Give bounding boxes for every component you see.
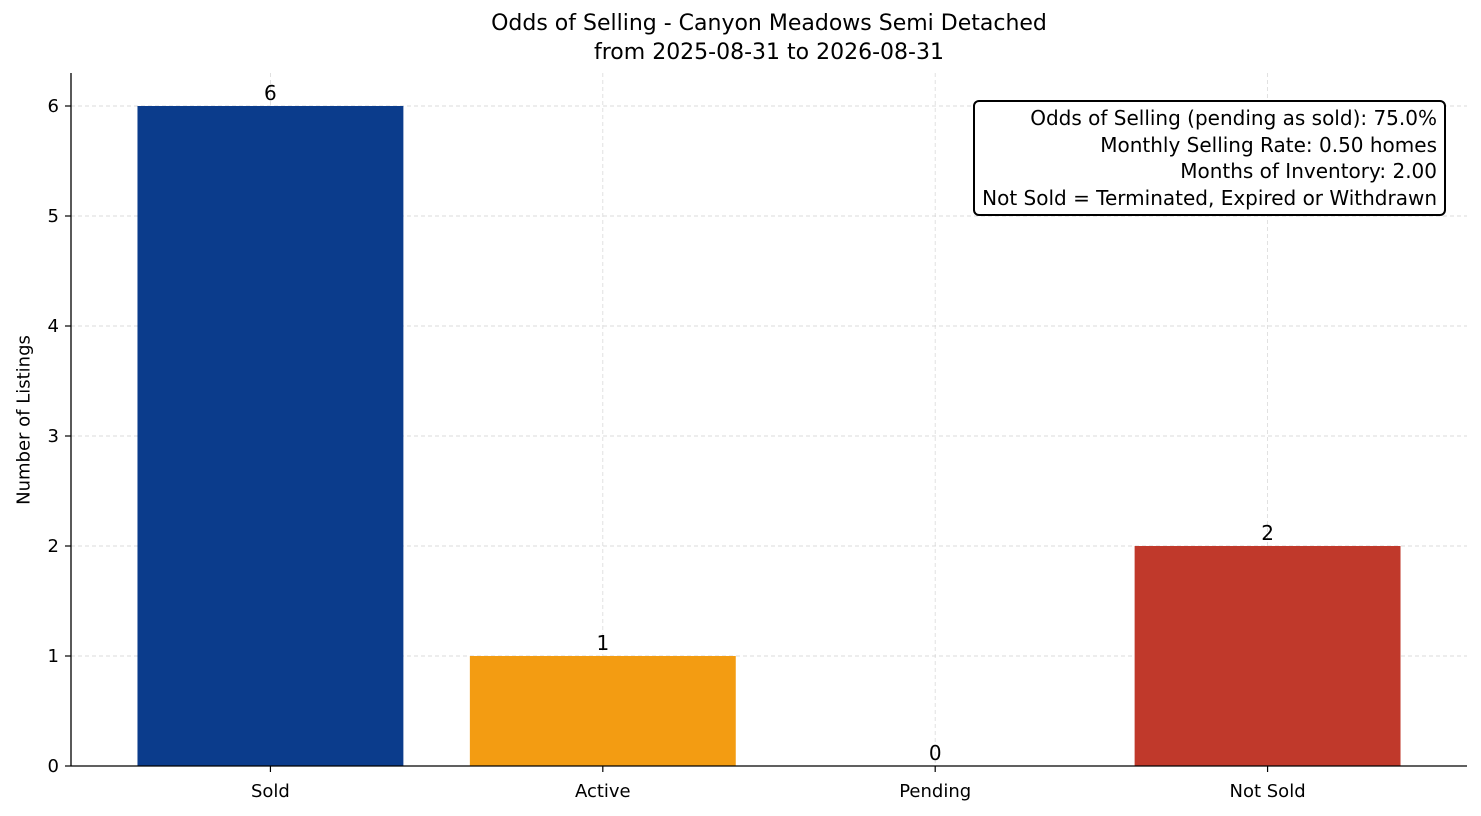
bar-sold	[137, 106, 404, 766]
y-tick-label-5: 5	[48, 206, 59, 227]
annotation-line-note: Not Sold = Terminated, Expired or Withdr…	[982, 185, 1437, 210]
y-tick-label-0: 0	[48, 756, 59, 777]
data-label-not-sold: 2	[1261, 521, 1274, 545]
x-tick-label-not-sold: Not Sold	[1230, 781, 1306, 802]
data-label-sold: 6	[264, 81, 277, 105]
y-tick-label-2: 2	[48, 536, 59, 557]
annotation-line-rate: Monthly Selling Rate: 0.50 homes	[1100, 132, 1437, 157]
stats-annotation-box: Odds of Selling (pending as sold): 75.0%…	[973, 100, 1446, 216]
x-tick-label-pending: Pending	[899, 781, 971, 802]
data-label-active: 1	[596, 631, 609, 655]
chart-title: Odds of Selling - Canyon Meadows Semi De…	[491, 11, 1047, 36]
axes	[65, 73, 1467, 772]
y-tick-label-6: 6	[48, 96, 59, 117]
x-tick-label-active: Active	[575, 781, 631, 802]
annotation-line-inventory: Months of Inventory: 2.00	[1180, 159, 1437, 183]
bar-active	[469, 656, 736, 766]
x-tick-label-sold: Sold	[251, 781, 290, 802]
chart-subtitle: from 2025-08-31 to 2026-08-31	[594, 40, 944, 65]
y-tick-label-3: 3	[48, 426, 59, 447]
data-label-pending: 0	[929, 741, 942, 765]
bar-not-sold	[1134, 546, 1401, 766]
annotation-line-odds: Odds of Selling (pending as sold): 75.0%	[1030, 106, 1437, 130]
y-tick-label-1: 1	[48, 646, 59, 667]
tick-labels: 0 1 2 3 4 5 6 Sold Active Pending Not Sold	[48, 96, 1306, 802]
data-labels: 6 1 0 2	[264, 81, 1274, 765]
y-tick-label-4: 4	[48, 316, 59, 337]
bars	[137, 106, 1401, 766]
